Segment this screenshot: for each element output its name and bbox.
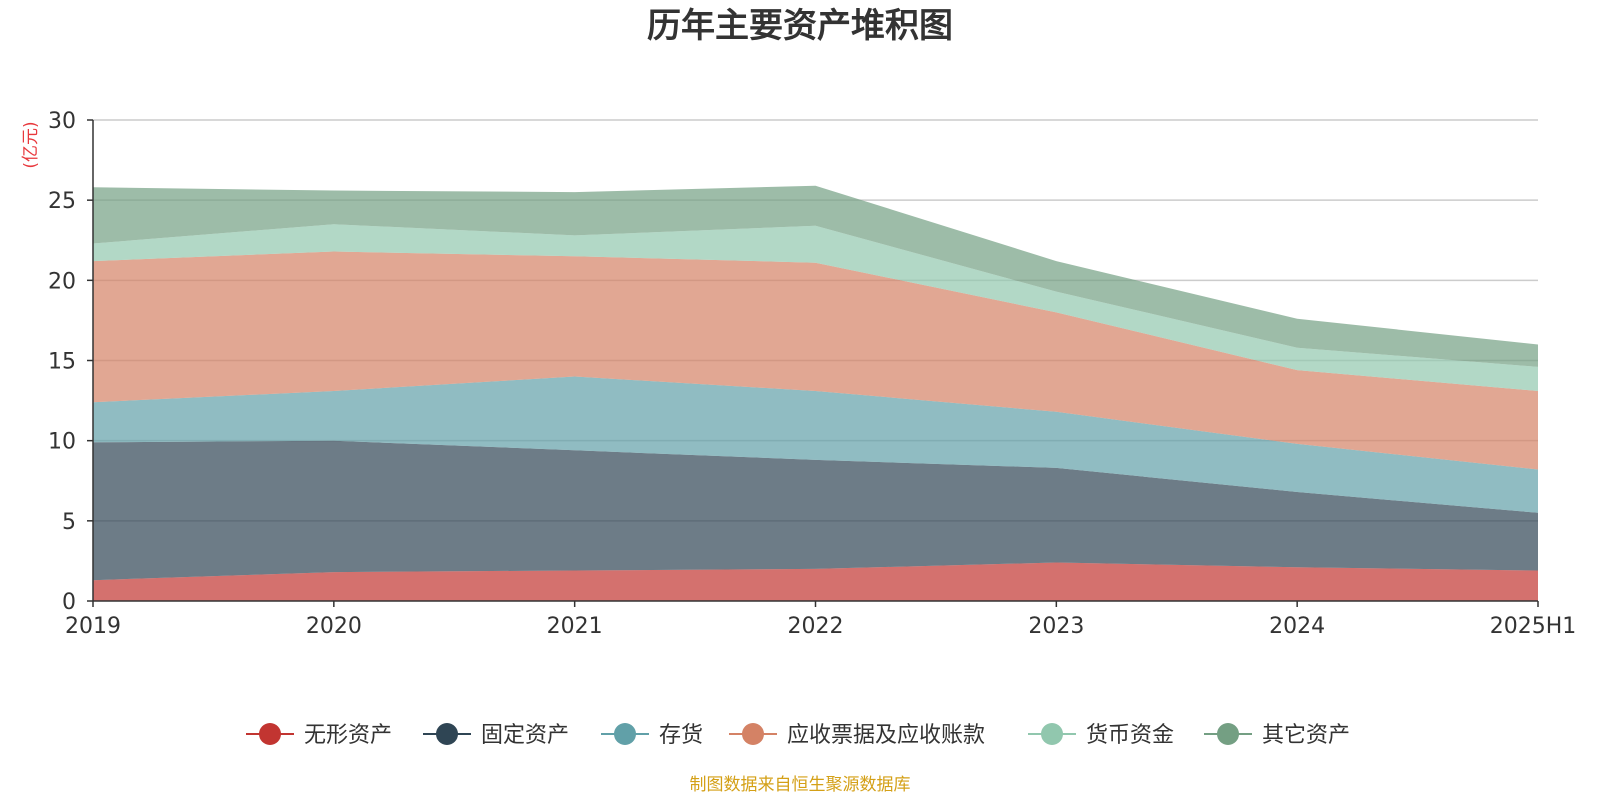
x-tick-label: 2019 [65, 614, 121, 639]
legend-marker [614, 723, 636, 745]
legend-marker [742, 723, 764, 745]
axes: 0 5 10 15 20 25 30 2019 2020 2021 2022 2023 2024 2025… [48, 109, 1576, 639]
y-tick-label: 20 [48, 269, 76, 294]
x-tick-label: 2021 [547, 614, 603, 639]
y-tick-label: 30 [48, 109, 76, 134]
area-series-1 [93, 562, 1538, 601]
x-tick-label: 2023 [1028, 614, 1084, 639]
area-series-6 [93, 185, 1538, 367]
legend-item[interactable]: 其它资产 [1204, 723, 1350, 748]
legend-item[interactable]: 货币资金 [1028, 723, 1174, 748]
y-tick-label: 15 [48, 350, 76, 375]
legend-item[interactable]: 无形资产 [246, 723, 392, 748]
area-series-group [93, 185, 1538, 601]
area-series-5 [93, 224, 1538, 391]
legend-label: 固定资产 [481, 723, 569, 748]
legend-marker [1217, 723, 1239, 745]
y-tick-label: 25 [48, 189, 76, 214]
x-tick-label: 2020 [306, 614, 362, 639]
legend-label: 无形资产 [304, 723, 392, 748]
legend-item[interactable]: 固定资产 [423, 723, 569, 748]
legend-item[interactable]: 应收票据及应收账款 [729, 723, 985, 748]
data-source-note: 制图数据来自恒生聚源数据库 [690, 775, 911, 795]
legend-label: 其它资产 [1262, 723, 1350, 748]
y-tick-label: 5 [62, 510, 76, 535]
y-tick-label: 10 [48, 430, 76, 455]
legend-label: 存货 [659, 723, 703, 748]
legend: 无形资产 固定资产 存货 应收票据及应收账款 货币资金 其它资产 [246, 723, 1350, 748]
area-series-3 [93, 376, 1538, 513]
area-series-2 [93, 440, 1538, 581]
legend-marker [259, 723, 281, 745]
legend-label: 应收票据及应收账款 [787, 723, 985, 748]
legend-label: 货币资金 [1086, 723, 1174, 748]
y-tick-label: 0 [62, 590, 76, 615]
x-tick-label: 2022 [788, 614, 844, 639]
legend-item[interactable]: 存货 [601, 723, 703, 748]
y-axis-unit-label: (亿元) [21, 121, 41, 168]
chart-title: 历年主要资产堆积图 [647, 6, 953, 46]
x-tick-label: 2024 [1269, 614, 1325, 639]
x-tick-label: 2025H1 [1490, 614, 1577, 639]
area-series-4 [93, 251, 1538, 470]
legend-marker [1041, 723, 1063, 745]
legend-marker [436, 723, 458, 745]
